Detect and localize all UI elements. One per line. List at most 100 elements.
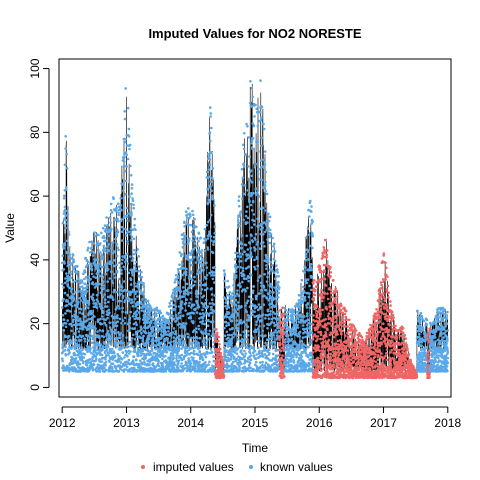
known-point [234, 303, 238, 307]
known-point [210, 126, 213, 130]
known-point [205, 343, 208, 347]
known-point [64, 277, 67, 280]
imputed-point [325, 305, 328, 309]
known-point [237, 327, 240, 331]
known-point [65, 152, 68, 156]
known-point [237, 195, 241, 198]
imputed-point [321, 374, 325, 377]
known-point [243, 333, 247, 337]
known-point [77, 300, 80, 304]
known-point [267, 271, 270, 275]
imputed-point [344, 334, 347, 337]
known-point [182, 286, 185, 289]
known-point [249, 366, 252, 370]
known-point [176, 316, 180, 320]
known-point [129, 292, 132, 295]
known-point [247, 318, 251, 322]
known-point [114, 329, 117, 332]
known-point [164, 354, 167, 358]
imputed-point [325, 253, 329, 257]
known-point [306, 250, 310, 253]
known-point [61, 221, 65, 225]
known-point [100, 286, 103, 289]
known-point [109, 328, 113, 331]
known-point [252, 246, 256, 249]
known-point [174, 332, 178, 335]
known-point [115, 269, 119, 273]
imputed-point [317, 345, 321, 349]
imputed-point [318, 314, 322, 318]
known-point [72, 280, 75, 284]
known-point [154, 312, 158, 315]
known-point [92, 299, 96, 302]
known-point [114, 367, 118, 370]
known-point [177, 305, 181, 308]
known-point [78, 311, 82, 314]
known-point [182, 232, 185, 236]
known-point [309, 288, 313, 292]
known-point [197, 305, 201, 309]
known-point [65, 272, 68, 275]
known-point [116, 217, 119, 221]
known-point [62, 328, 66, 332]
known-point [140, 275, 144, 279]
known-point [256, 279, 260, 282]
known-point [206, 188, 209, 191]
known-point [205, 261, 208, 265]
known-point [270, 342, 274, 346]
imputed-point [219, 351, 223, 355]
known-point [224, 341, 227, 345]
known-point [253, 223, 256, 226]
known-point [69, 270, 72, 273]
known-point [102, 317, 105, 321]
known-point [185, 216, 189, 219]
known-point [63, 194, 66, 198]
known-point [130, 298, 134, 301]
known-point [90, 240, 93, 243]
known-point [252, 345, 255, 349]
known-point [260, 319, 263, 322]
known-point [63, 205, 67, 209]
known-point [103, 321, 107, 325]
known-point [76, 360, 80, 363]
known-point [65, 167, 69, 170]
known-point [304, 266, 307, 269]
known-point [150, 347, 154, 350]
known-point [61, 324, 65, 327]
known-point [84, 275, 88, 279]
known-point [247, 295, 251, 299]
known-point [211, 277, 215, 281]
known-point [123, 356, 126, 359]
imputed-point [322, 246, 326, 249]
imputed-point [217, 362, 221, 366]
known-point [205, 274, 209, 277]
known-point [101, 265, 104, 269]
known-point [189, 215, 192, 218]
known-point [106, 223, 110, 227]
known-point [141, 298, 144, 301]
imputed-point [329, 288, 333, 292]
known-point [208, 230, 211, 233]
known-point [137, 254, 141, 258]
known-point [239, 210, 242, 214]
known-point [262, 233, 265, 236]
known-point [63, 281, 67, 285]
known-point [273, 250, 277, 253]
known-point [106, 305, 109, 308]
known-point [213, 310, 216, 313]
known-point [66, 264, 69, 268]
known-point [251, 291, 255, 295]
known-point [254, 103, 257, 107]
known-point [254, 360, 258, 364]
known-point [195, 301, 199, 305]
known-point [243, 360, 247, 364]
known-point [67, 233, 71, 236]
known-point [63, 217, 66, 220]
known-point [128, 340, 131, 344]
known-point [100, 334, 104, 338]
imputed-point [328, 302, 331, 305]
known-point [190, 258, 194, 261]
known-point [304, 236, 308, 240]
known-point [265, 338, 269, 342]
imputed-point [319, 363, 322, 366]
